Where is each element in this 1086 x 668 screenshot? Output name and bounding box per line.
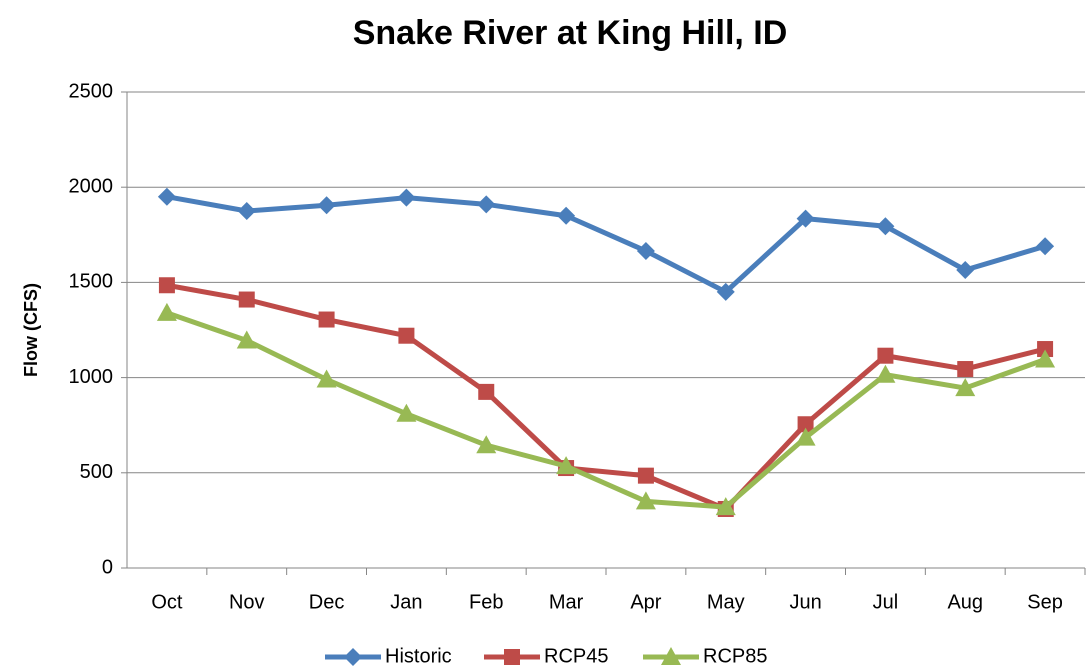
marker	[236, 330, 257, 349]
y-axis-label: Flow (CFS)	[21, 283, 41, 377]
x-tick-label: Oct	[151, 591, 183, 613]
marker	[715, 497, 736, 516]
marker	[158, 277, 175, 294]
marker	[1036, 237, 1055, 256]
marker	[635, 491, 656, 510]
marker	[397, 188, 416, 207]
y-tick-label: 2500	[69, 80, 114, 102]
chart-title: Snake River at King Hill, ID	[353, 14, 788, 52]
marker	[157, 187, 176, 206]
marker	[317, 196, 336, 215]
legend-label: RCP85	[703, 645, 767, 667]
x-tick-label: May	[707, 591, 745, 613]
marker	[344, 648, 362, 666]
marker	[796, 209, 815, 228]
y-tick-label: 500	[80, 461, 113, 483]
series-line	[166, 282, 1046, 512]
x-tick-label: Jan	[390, 591, 422, 613]
marker	[637, 467, 654, 484]
marker	[557, 206, 576, 225]
marker	[636, 241, 655, 260]
marker	[396, 403, 417, 422]
marker	[478, 383, 495, 400]
marker	[795, 427, 816, 446]
series-line	[166, 194, 1046, 295]
y-tick-label: 1500	[69, 271, 114, 293]
marker	[955, 378, 976, 397]
marker	[556, 456, 577, 475]
marker	[398, 327, 415, 344]
x-tick-label: Apr	[630, 591, 661, 613]
y-tick-label: 0	[102, 556, 113, 578]
legend-label: Historic	[385, 645, 452, 667]
marker	[477, 195, 496, 214]
marker	[238, 291, 255, 308]
x-tick-label: Jul	[873, 591, 899, 613]
marker	[661, 647, 681, 665]
marker	[318, 311, 335, 328]
marker	[156, 302, 177, 321]
y-tick-label: 2000	[69, 175, 114, 197]
x-tick-label: Nov	[229, 591, 265, 613]
x-tick-label: Feb	[469, 591, 503, 613]
marker	[504, 649, 520, 665]
marker	[1035, 349, 1056, 368]
y-tick-label: 1000	[69, 366, 114, 388]
x-tick-label: Dec	[309, 591, 345, 613]
x-tick-label: Jun	[789, 591, 821, 613]
marker	[877, 347, 894, 364]
marker	[716, 282, 735, 301]
x-tick-label: Mar	[549, 591, 584, 613]
marker	[797, 416, 814, 433]
x-tick-label: Sep	[1027, 591, 1063, 613]
marker	[1037, 341, 1054, 358]
marker	[956, 261, 975, 280]
legend-label: RCP45	[544, 645, 608, 667]
marker	[316, 369, 337, 388]
marker	[476, 435, 497, 454]
series-line	[166, 310, 1046, 510]
marker	[957, 361, 974, 378]
marker	[875, 364, 896, 383]
x-tick-label: Aug	[947, 591, 983, 613]
marker	[876, 217, 895, 236]
marker	[237, 202, 256, 220]
